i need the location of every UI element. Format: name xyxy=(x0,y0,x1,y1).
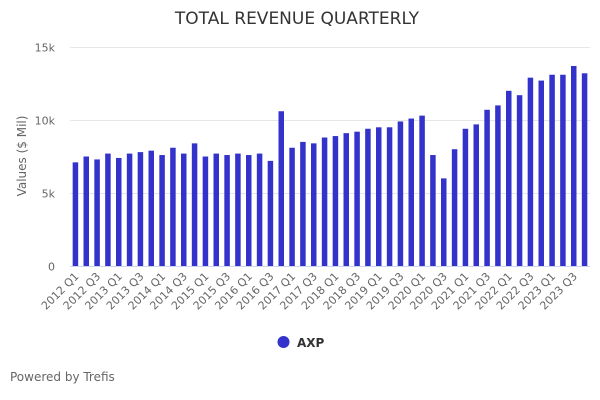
bar-2014-q4[interactable] xyxy=(191,143,198,266)
y-tick-label: 5k xyxy=(42,188,56,201)
bar-2017-q4[interactable] xyxy=(321,137,328,266)
bar-2015-q2[interactable] xyxy=(213,153,220,266)
bar-2014-q1[interactable] xyxy=(159,155,165,266)
bar-2013-q4[interactable] xyxy=(148,150,155,266)
gridlines xyxy=(70,47,590,194)
legend[interactable]: AXP xyxy=(277,336,325,350)
y-tick-label: 0 xyxy=(48,261,55,274)
bar-2023-q3[interactable] xyxy=(571,65,577,266)
bar-2015-q4[interactable] xyxy=(235,153,241,266)
bar-2014-q2[interactable] xyxy=(170,147,176,266)
bar-2020-q3[interactable] xyxy=(441,178,447,266)
bar-2020-q1[interactable] xyxy=(419,115,425,267)
bar-2022-q3[interactable] xyxy=(527,77,534,266)
bar-2014-q3[interactable] xyxy=(181,153,187,266)
bar-2019-q3[interactable] xyxy=(397,121,404,267)
bar-2021-q4[interactable] xyxy=(495,105,501,267)
bar-2016-q3[interactable] xyxy=(267,160,274,266)
bar-2020-q4[interactable] xyxy=(451,149,458,266)
bar-2016-q4[interactable] xyxy=(278,111,285,267)
y-axis-label: Values ($ Mil) xyxy=(15,116,29,197)
bar-2023-q4[interactable] xyxy=(581,73,588,266)
bar-2018-q4[interactable] xyxy=(365,128,371,266)
y-axis-ticks: 0 5k 10k 15k xyxy=(35,42,56,274)
y-tick-label: 10k xyxy=(35,115,56,128)
bar-2022-q1[interactable] xyxy=(506,90,512,266)
bar-2012-q2[interactable] xyxy=(83,156,90,267)
bar-2012-q3[interactable] xyxy=(94,159,100,266)
bar-2017-q3[interactable] xyxy=(311,143,317,266)
bar-2017-q2[interactable] xyxy=(300,141,306,266)
bar-2013-q2[interactable] xyxy=(126,153,133,266)
bar-2016-q2[interactable] xyxy=(256,153,263,266)
legend-label-axp: AXP xyxy=(297,336,325,350)
bar-2021-q1[interactable] xyxy=(462,128,469,266)
bar-2012-q1[interactable] xyxy=(72,162,79,266)
bar-2015-q1[interactable] xyxy=(202,156,209,267)
bar-2013-q1[interactable] xyxy=(116,157,122,266)
bar-2023-q2[interactable] xyxy=(560,74,566,267)
bar-2018-q1[interactable] xyxy=(332,136,339,266)
chart-title: TOTAL REVENUE QUARTERLY xyxy=(174,9,420,29)
bar-series-axp xyxy=(72,65,588,267)
bar-2016-q1[interactable] xyxy=(246,155,252,266)
bar-2022-q2[interactable] xyxy=(516,95,523,267)
powered-by-credit[interactable]: Powered by Trefis xyxy=(10,370,115,384)
bar-2018-q3[interactable] xyxy=(354,131,360,266)
bar-2019-q1[interactable] xyxy=(376,127,382,266)
bar-2017-q1[interactable] xyxy=(289,147,295,266)
bar-2015-q3[interactable] xyxy=(224,155,230,266)
bar-2018-q2[interactable] xyxy=(343,133,350,266)
bar-2023-q1[interactable] xyxy=(549,74,555,267)
bar-2013-q3[interactable] xyxy=(137,152,144,266)
bar-2019-q4[interactable] xyxy=(408,118,415,266)
bar-2021-q3[interactable] xyxy=(484,109,490,266)
bar-2019-q2[interactable] xyxy=(386,127,393,266)
bar-2022-q4[interactable] xyxy=(538,80,545,266)
bar-2012-q4[interactable] xyxy=(105,153,111,266)
legend-marker-axp xyxy=(277,336,290,348)
bar-2021-q2[interactable] xyxy=(473,124,480,266)
y-tick-label: 15k xyxy=(35,42,56,55)
bar-2020-q2[interactable] xyxy=(430,155,436,266)
